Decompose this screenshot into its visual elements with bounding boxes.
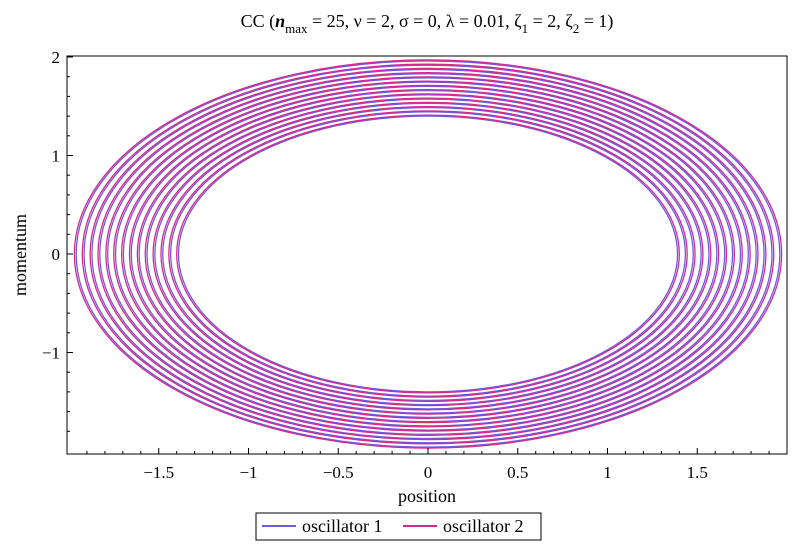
title-zeta1-sub: 1 [522, 21, 529, 36]
title-n-sub: max [285, 21, 308, 36]
oscillator-1-loop [107, 77, 749, 431]
x-tick-label: 1.5 [687, 463, 708, 482]
oscillator-2-loop [120, 84, 736, 424]
x-tick-label: 0 [424, 463, 433, 482]
title-rest3: = 1) [579, 11, 613, 32]
x-axis-label: position [398, 486, 456, 506]
y-axis-label: momentum [10, 214, 30, 296]
oscillator-1-loop [154, 102, 702, 406]
x-tick-label: −1.5 [143, 463, 174, 482]
oscillator-1-loop [91, 68, 765, 440]
y-tick-label: 0 [52, 245, 61, 264]
oscillator-2-loop [168, 110, 688, 398]
plot-frame [66, 55, 788, 455]
x-tick-label: −1 [239, 463, 257, 482]
x-tick-label: 1 [603, 463, 612, 482]
legend: oscillator 1 oscillator 2 [255, 512, 542, 541]
legend-box [255, 512, 542, 541]
oscillator-1-loop [169, 111, 687, 397]
chart-title: CC (nmax = 25, ν = 2, σ = 0, λ = 0.01, ζ… [241, 11, 614, 36]
oscillator-2-loop [152, 101, 704, 407]
x-tick-label: −0.5 [323, 463, 354, 482]
legend-label-oscillator-1: oscillator 1 [302, 516, 382, 536]
title-rest2: = 2, ζ [528, 11, 573, 31]
series-curves [73, 59, 783, 449]
title-n: n [275, 11, 285, 31]
oscillator-1-loop [99, 73, 757, 435]
oscillator-2-loop [105, 76, 751, 432]
oscillator-2-loop [176, 114, 680, 394]
x-axis: −1.5 −1 −0.5 0 0.5 1 1.5 [86, 448, 770, 482]
legend-label-oscillator-2: oscillator 2 [443, 516, 523, 536]
oscillator-1-loop [83, 64, 773, 444]
title-rest1: = 25, ν = 2, σ = 0, λ = 0.01, ζ [308, 11, 523, 31]
oscillator-2-loop [73, 59, 783, 449]
oscillator-2-loop [81, 63, 775, 445]
oscillator-1-loop [177, 115, 679, 393]
y-tick-label: 1 [52, 147, 61, 166]
y-tick-label: 2 [52, 48, 61, 67]
oscillator-1-loop [162, 106, 694, 402]
y-axis: −1 0 1 2 [42, 48, 73, 432]
oscillator-1-loop [114, 81, 742, 427]
oscillator-2-loop [144, 97, 712, 411]
title-prefix: CC ( [241, 11, 276, 32]
oscillator-2-loop [160, 105, 696, 403]
oscillator-2-loop [128, 89, 728, 419]
oscillator-2-loop [113, 80, 743, 428]
oscillator-1-loop [146, 98, 710, 410]
oscillator-1-loop [75, 60, 781, 448]
oscillator-2-loop [136, 93, 720, 415]
oscillator-2-loop [97, 72, 759, 436]
y-tick-label: −1 [42, 344, 60, 363]
title-zeta2-sub: 2 [573, 21, 580, 36]
oscillator-1-loop [138, 94, 718, 414]
x-tick-label: 0.5 [507, 463, 528, 482]
oscillator-1-loop [130, 89, 726, 419]
oscillator-2-loop [89, 67, 767, 441]
oscillator-1-loop [122, 85, 734, 423]
